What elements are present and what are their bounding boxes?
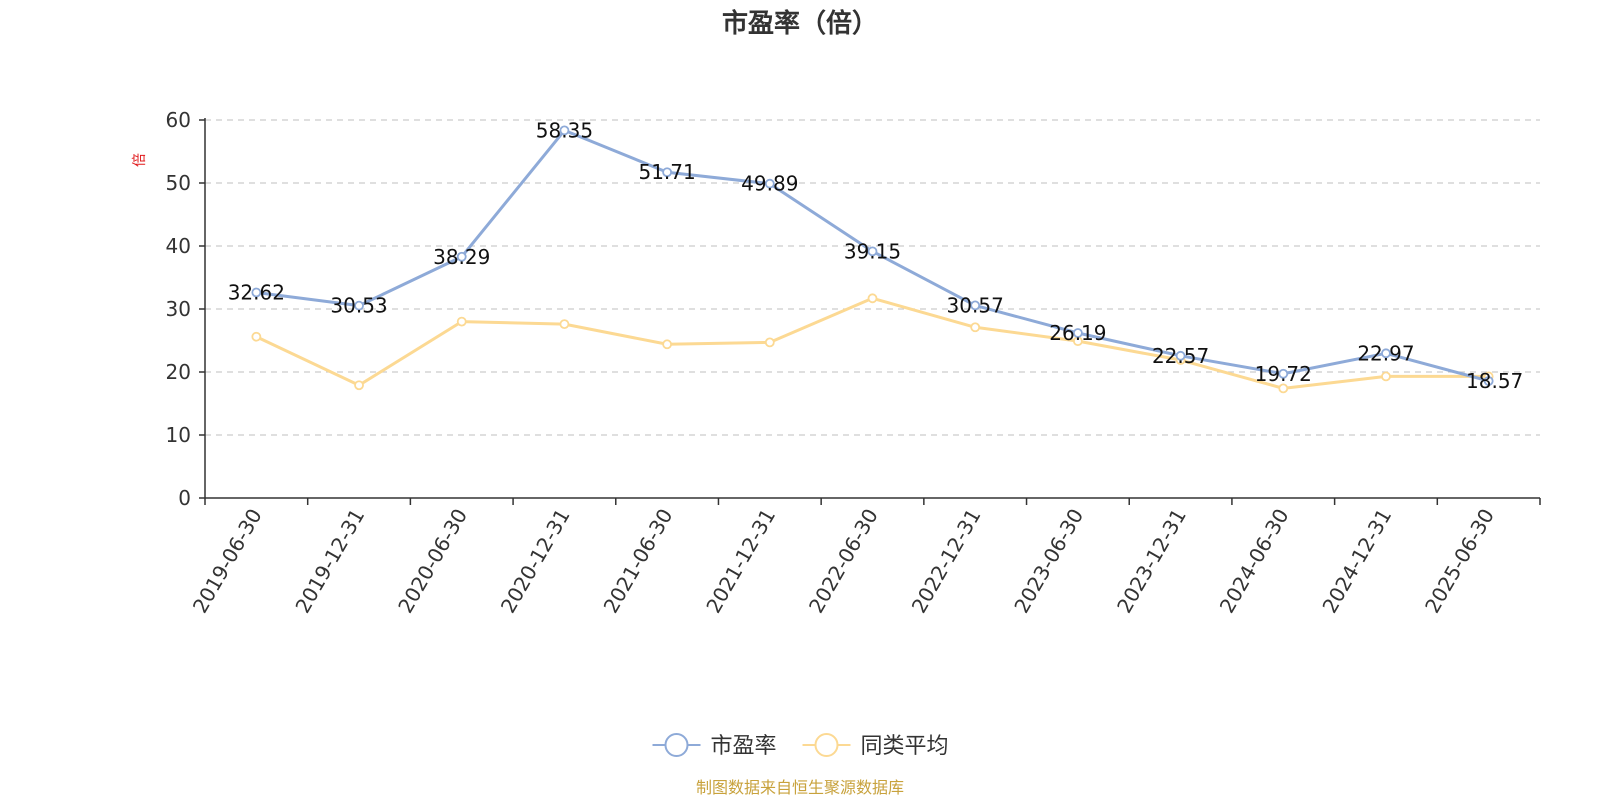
data-point [456,316,467,327]
y-tick-label: 60 [166,108,191,132]
y-tick-label: 20 [166,360,191,384]
data-label: 39.15 [844,239,901,263]
legend-label: 同类平均 [861,734,949,759]
data-point [764,337,775,348]
data-label: 26.19 [1049,321,1106,345]
x-tick-label: 2024-06-30 [1215,505,1294,618]
data-point [662,339,673,350]
x-tick-label: 2020-06-30 [393,505,472,618]
x-tick-label: 2022-06-30 [804,505,883,618]
data-point [764,178,775,189]
data-label: 30.53 [330,294,387,318]
data-point [867,246,878,257]
y-axis-unit: 倍 [132,153,148,167]
data-label: 18.57 [1466,369,1523,393]
data-point [251,287,262,298]
data-point [1381,371,1391,382]
x-tick-label: 2023-12-31 [1112,505,1191,618]
data-point [1278,368,1289,379]
data-source-note: 制图数据来自恒生聚源数据库 [696,778,904,797]
x-tick-label: 2023-06-30 [1009,505,1088,618]
x-tick-label: 2020-12-31 [496,505,575,618]
data-label: 19.72 [1255,362,1312,386]
chart-title: 市盈率（倍） [722,8,878,39]
series-lines [251,125,1494,394]
x-tick-label: 2021-12-31 [701,505,780,618]
x-tick-label: 2021-06-30 [599,505,678,618]
data-point [1381,348,1391,359]
data-labels: 32.62 30.53 38.29 58.35 51.71 49.89 39.15 30.57… [228,118,1524,393]
data-label: 22.57 [1152,344,1209,368]
legend-marker [664,733,689,757]
data-label: 51.71 [638,160,695,184]
y-tick-label: 30 [166,297,191,321]
x-tick-label: 2019-12-31 [290,505,369,618]
y-tick-label: 40 [166,234,191,258]
grid-lines [205,119,1540,436]
legend[interactable]: 市盈率 同类平均 [652,733,949,759]
data-label: 22.97 [1357,341,1414,365]
legend-marker [814,733,839,757]
x-tick-label: 2025-06-30 [1420,505,1499,618]
x-tick-label: 2019-06-30 [188,505,267,618]
data-label: 49.89 [741,172,798,196]
data-label: 58.35 [536,118,593,142]
data-point [456,251,467,262]
data-point [559,319,570,330]
data-point [1278,383,1289,394]
legend-item[interactable]: 同类平均 [802,733,949,759]
y-tick-label: 50 [166,171,191,195]
x-tick-label: 2022-12-31 [907,505,986,618]
data-label: 38.29 [433,245,490,269]
data-label: 32.62 [228,280,285,304]
data-point [354,300,364,311]
data-point [970,322,981,333]
data-point [1175,350,1186,361]
data-point [354,380,364,391]
data-point [559,125,570,136]
data-point [970,300,981,311]
legend-item[interactable]: 市盈率 [652,733,777,759]
legend-label: 市盈率 [711,734,777,759]
data-point [662,167,673,178]
data-point [867,293,878,304]
data-point [1483,376,1494,386]
data-point [251,331,262,342]
y-tick-label: 10 [166,423,191,447]
data-label: 30.57 [947,293,1004,317]
x-tick-label: 2024-12-31 [1317,505,1396,618]
data-point [1072,328,1083,338]
y-tick-label: 0 [178,486,191,510]
